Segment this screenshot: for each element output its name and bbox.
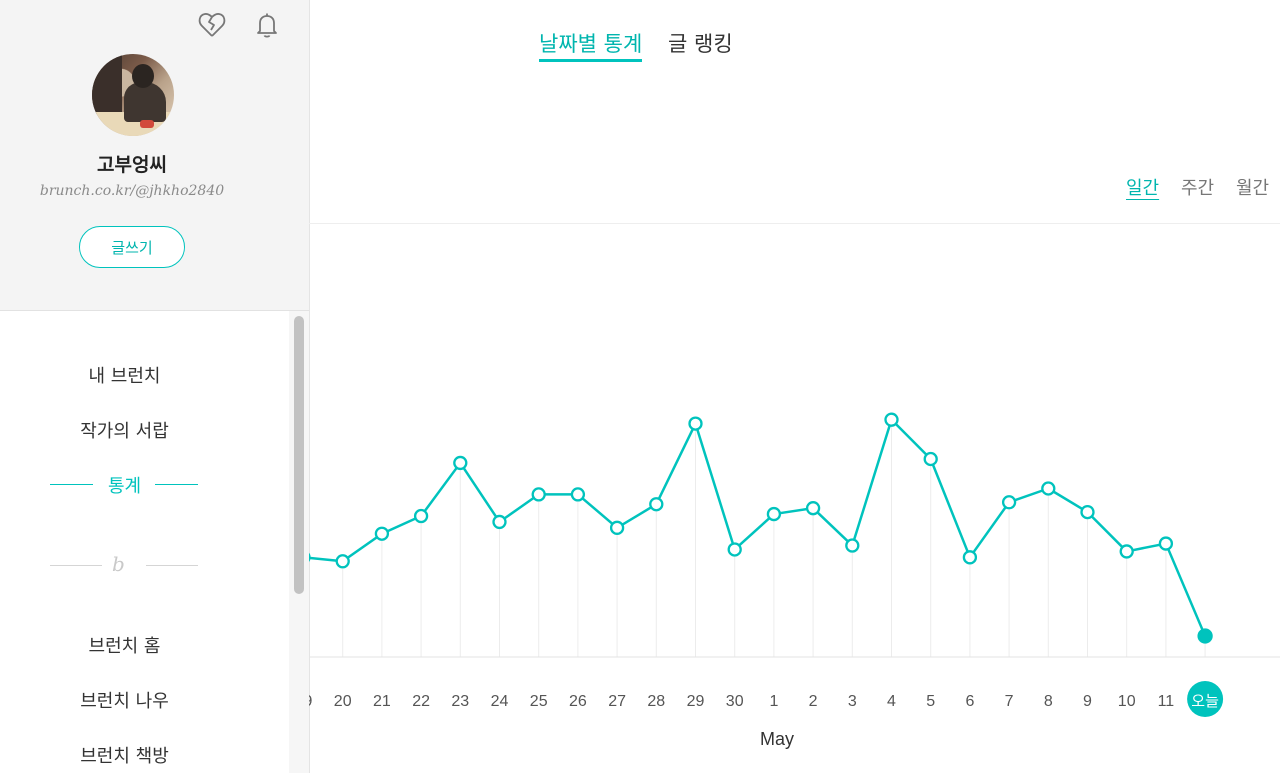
menu-item-drawer[interactable]: 작가의 서랍 (80, 421, 169, 442)
sidebar: 고부엉씨 brunch.co.kr/@jhkho2840 글쓰기 내 브런치 작… (0, 0, 310, 773)
x-tick-label: 2 (809, 693, 818, 710)
x-tick-label: 28 (647, 693, 665, 710)
x-axis-label: May (760, 729, 794, 749)
x-tick-label: 24 (491, 693, 509, 710)
x-tick-label: 4 (887, 693, 896, 710)
x-tick-label: 3 (848, 693, 857, 710)
menu-item-my-brunch[interactable]: 내 브런치 (88, 366, 161, 387)
data-point[interactable] (1160, 538, 1172, 550)
divider-line (50, 484, 93, 485)
data-point[interactable] (494, 516, 506, 528)
menu-item-stats[interactable]: 통계 (107, 476, 142, 497)
x-tick-label: 21 (373, 693, 391, 710)
divider-line (146, 565, 198, 566)
avatar[interactable] (92, 54, 174, 136)
sidebar-menu: 내 브런치 작가의 서랍 통계 𝑏 브런치 홈 브런치 나우 브런치 책방 (0, 311, 289, 773)
data-point[interactable] (376, 528, 388, 540)
x-tick-label: 11 (1158, 693, 1175, 710)
menu-item-brunch-bookstore[interactable]: 브런치 책방 (80, 746, 169, 767)
data-point[interactable] (1121, 545, 1133, 557)
profile-nickname: 고부엉씨 (97, 154, 167, 176)
scrollbar-thumb[interactable] (294, 316, 304, 594)
menu-item-brunch-now[interactable]: 브런치 나우 (80, 691, 169, 712)
data-point[interactable] (1199, 630, 1212, 643)
x-tick-label: 9 (1083, 693, 1092, 710)
data-point[interactable] (611, 522, 623, 534)
x-tick-label: 5 (926, 693, 935, 710)
broken-heart-icon[interactable] (197, 10, 227, 40)
data-point[interactable] (964, 551, 976, 563)
x-tick-label: 8 (1044, 693, 1053, 710)
data-point[interactable] (454, 457, 466, 469)
data-point[interactable] (1003, 496, 1015, 508)
data-point[interactable] (415, 510, 427, 522)
x-tick-label: 26 (569, 693, 587, 710)
x-tick-label: 1 (769, 693, 778, 710)
period-monthly[interactable]: 월간 (1236, 178, 1270, 199)
profile-url[interactable]: brunch.co.kr/@jhkho2840 (39, 183, 225, 199)
divider-line (50, 565, 102, 566)
x-tick-label: 27 (608, 693, 626, 710)
data-point[interactable] (533, 488, 545, 500)
data-point[interactable] (650, 498, 662, 510)
period-daily[interactable]: 일간 (1126, 178, 1160, 199)
period-weekly[interactable]: 주간 (1181, 178, 1215, 199)
x-tick-label: 23 (451, 693, 469, 710)
x-tick-label: 7 (1005, 693, 1014, 710)
x-tick-label: 22 (412, 693, 430, 710)
profile-panel: 고부엉씨 brunch.co.kr/@jhkho2840 글쓰기 (0, 0, 309, 311)
series-line (304, 420, 1206, 636)
brunch-logo-icon: 𝑏 (112, 552, 125, 576)
x-tick-label: 25 (530, 693, 548, 710)
x-tick-label: 10 (1118, 693, 1136, 710)
data-point[interactable] (807, 502, 819, 514)
data-point[interactable] (729, 543, 741, 555)
data-point[interactable] (337, 555, 349, 567)
data-point[interactable] (846, 540, 858, 552)
divider-line (155, 484, 198, 485)
tab-date-stats[interactable]: 날짜별 통계 (539, 28, 643, 62)
data-point[interactable] (690, 418, 702, 430)
data-point[interactable] (925, 453, 937, 465)
menu-item-brunch-home[interactable]: 브런치 홈 (88, 636, 161, 657)
data-point[interactable] (886, 414, 898, 426)
x-tick-label: 20 (334, 693, 352, 710)
data-point[interactable] (572, 488, 584, 500)
x-tick-label: 오늘 (1191, 693, 1219, 710)
bell-icon[interactable] (252, 10, 282, 40)
data-point[interactable] (768, 508, 780, 520)
sidebar-scrollbar[interactable] (289, 311, 309, 773)
x-tick-label: 6 (965, 693, 974, 710)
data-point[interactable] (1082, 506, 1094, 518)
x-tick-label: 30 (726, 693, 744, 710)
write-button[interactable]: 글쓰기 (79, 226, 185, 268)
data-point[interactable] (1042, 483, 1054, 495)
header-divider (309, 223, 1280, 224)
today-badge (1187, 681, 1223, 717)
tab-post-ranking[interactable]: 글 랭킹 (668, 32, 733, 56)
x-tick-label: 29 (687, 693, 705, 710)
